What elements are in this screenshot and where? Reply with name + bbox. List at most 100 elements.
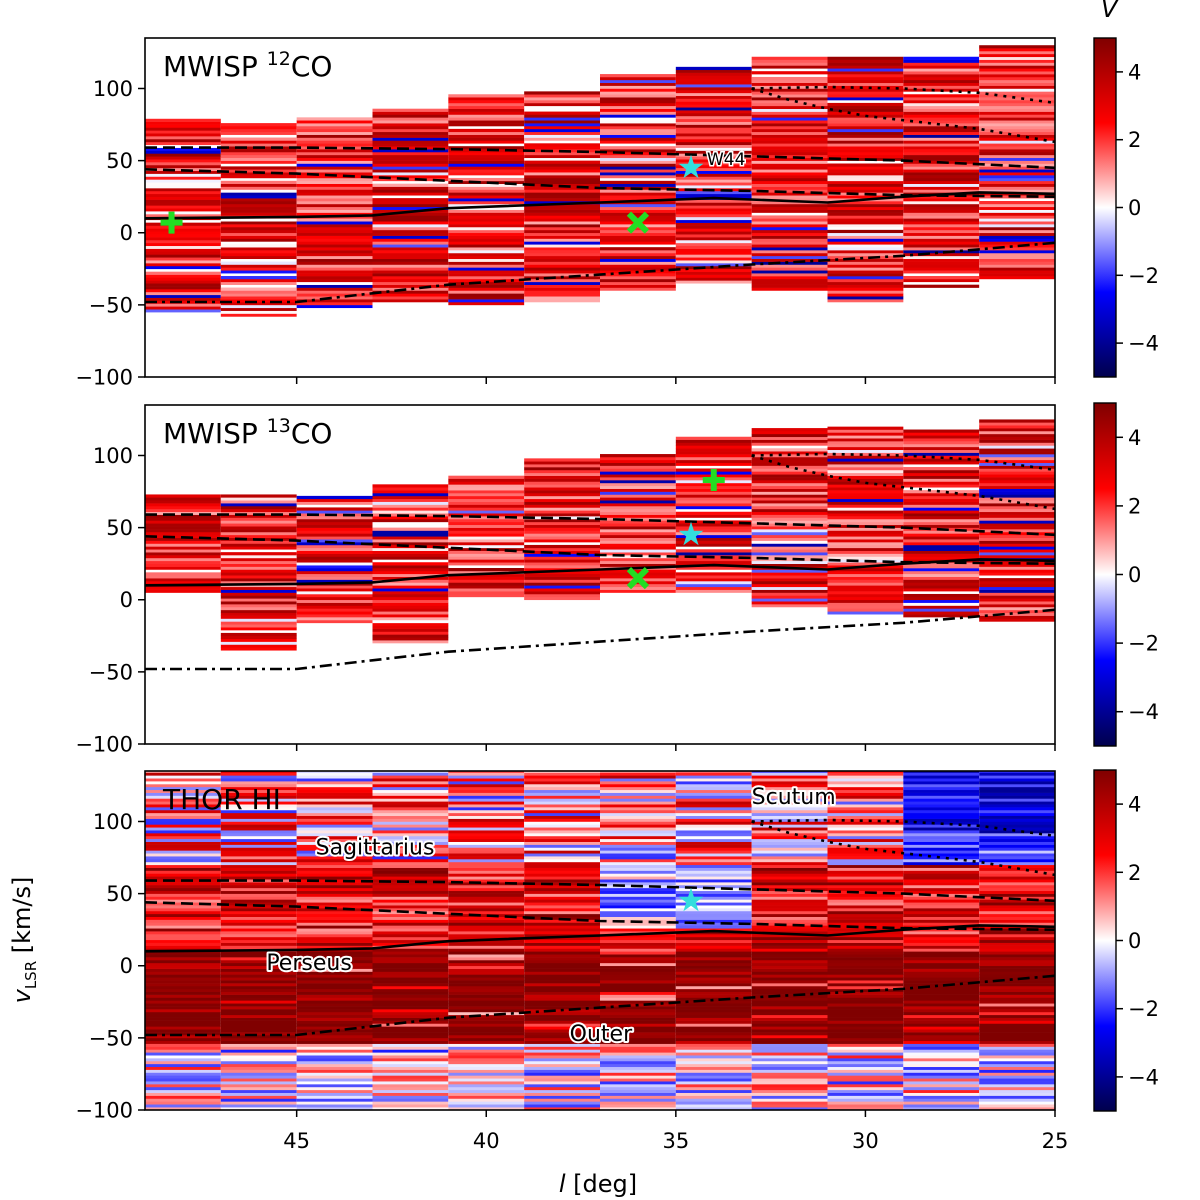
heatmap-cell [296,229,373,234]
heatmap-cell [524,827,600,831]
heatmap-cell [827,91,904,95]
heatmap-cell [979,140,1055,144]
heatmap-cell [600,471,676,475]
heatmap-cell [145,815,221,819]
heatmap-cell [372,631,449,635]
colorbar-tick-label: 0 [1128,929,1141,953]
heatmap-cell [903,596,980,601]
heatmap-cell [524,573,600,577]
heatmap-cell [220,1046,297,1050]
heatmap-cell [600,959,676,964]
heatmap-cell [903,432,980,436]
heatmap-cell [600,537,676,541]
heatmap-cell [296,1055,373,1059]
heatmap-cell [296,605,373,609]
heatmap-cell [372,622,449,627]
heatmap-cell [524,876,600,880]
heatmap-cell [979,890,1055,894]
heatmap-cell [600,931,676,935]
heatmap-cell [979,215,1055,219]
heatmap-cell [372,1043,449,1047]
heatmap-cell [979,856,1055,860]
heatmap-cell [448,919,525,923]
heatmap-cell [675,274,752,278]
arm-line [751,818,1055,838]
heatmap-cell [903,887,980,892]
heatmap-cell [145,1104,221,1108]
heatmap-cell [372,867,449,871]
heatmap-cell [600,526,676,530]
heatmap-cell [296,905,373,909]
heatmap-cell [675,856,752,860]
heatmap-cell [524,864,600,868]
heatmap-cell [979,468,1055,472]
heatmap-cell [372,264,449,268]
heatmap-cell [296,287,373,291]
colorbar-tick-label: −2 [1128,997,1159,1021]
heatmap-cell [751,1055,828,1059]
heatmap-cell [448,1063,525,1068]
heatmap-cell [903,59,980,63]
heatmap-cell [827,134,904,138]
heatmap-cell [903,166,980,170]
heatmap-cell [751,1104,828,1108]
heatmap-cell [827,807,904,811]
heatmap-cell [751,128,828,133]
heatmap-cell [675,864,752,868]
heatmap-cell [220,575,297,579]
heatmap-cell [675,202,752,206]
heatmap-cell [903,1006,980,1010]
heatmap-cell [524,910,600,915]
heatmap-cell [675,847,752,851]
heatmap-cell [524,100,600,104]
heatmap-cell [145,280,221,284]
heatmap-cell [448,1069,525,1073]
heatmap-cell [675,113,752,117]
heatmap-cell [448,977,525,981]
heatmap-cell [675,176,752,180]
heatmap-cell [372,250,449,254]
heatmap-cell [145,118,221,122]
heatmap-cell [220,859,297,863]
heatmap-cell [751,108,828,112]
heatmap-cell [448,224,525,228]
heatmap-cell [145,971,221,975]
heatmap-cell [524,146,600,150]
heatmap-cell [979,500,1055,504]
colorbar-tick-label: 2 [1128,128,1141,152]
heatmap-cell [372,183,449,187]
heatmap-cell [903,175,980,179]
heatmap-column [979,419,1055,622]
heatmap-cell [372,968,449,972]
heatmap-cell [979,543,1055,547]
heatmap-cell [751,1032,828,1036]
heatmap-cell [751,1049,828,1053]
heatmap-cell [600,928,676,932]
heatmap-cell [751,942,828,946]
heatmap-cell [979,523,1055,527]
heatmap-cell [751,1011,828,1016]
heatmap-cell [145,772,221,776]
heatmap-cell [903,504,980,508]
heatmap-cell [220,988,297,993]
heatmap-cell [751,954,828,958]
heatmap-cell [675,1055,752,1059]
heatmap-cell [448,994,525,998]
heatmap-cell [600,477,676,481]
heatmap-cell [675,983,752,987]
heatmap-cell [296,284,373,288]
heatmap-cell [145,988,221,993]
heatmap-cell [145,931,221,935]
heatmap-cell [296,882,373,886]
heatmap-cell [220,287,297,291]
heatmap-cell [220,882,297,886]
heatmap-cell [979,1104,1055,1108]
heatmap-cell [145,164,221,169]
heatmap-cell [145,1000,221,1004]
heatmap-cell [675,792,752,796]
heatmap-cell [524,588,600,592]
heatmap-cell [751,105,828,109]
heatmap-cell [675,899,752,903]
heatmap-cell [145,853,221,857]
heatmap-cell [979,238,1055,242]
